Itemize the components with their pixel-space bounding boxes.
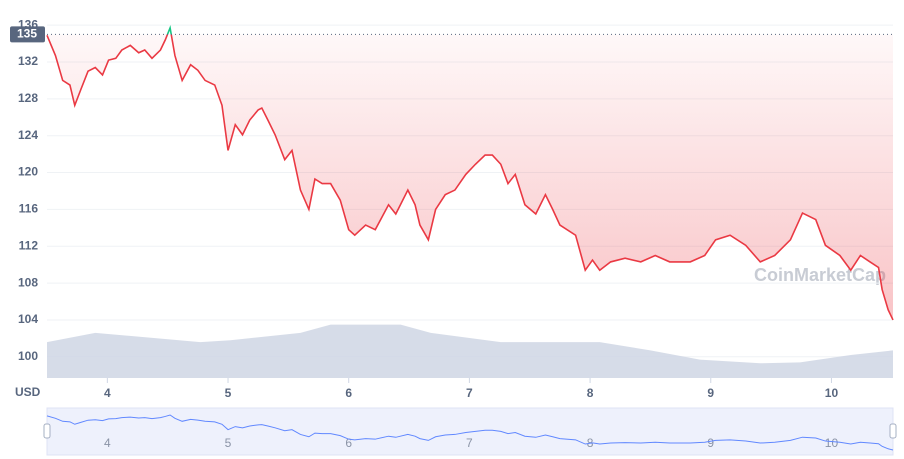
- currency-label: USD: [15, 385, 41, 399]
- y-tick-label: 120: [18, 165, 38, 179]
- y-tick-label: 100: [18, 349, 38, 363]
- reference-label-box: [10, 26, 45, 43]
- y-tick-label: 108: [18, 275, 38, 289]
- x-tick-label: 6: [345, 386, 352, 400]
- x-tick-label: 8: [587, 386, 594, 400]
- navigator-line: [46, 414, 894, 451]
- watermark: CoinMarketCap: [754, 265, 886, 285]
- price-area: [47, 34, 893, 320]
- x-tick-label: 7: [466, 386, 473, 400]
- y-tick-label: 104: [18, 312, 38, 326]
- x-tick-label: 9: [707, 386, 714, 400]
- y-tick-label: 116: [19, 202, 39, 216]
- navigator-tick-label: 7: [466, 436, 473, 450]
- y-tick-label: 128: [18, 91, 38, 105]
- y-tick-label: 132: [18, 54, 38, 68]
- navigator-tick-label: 4: [104, 436, 111, 450]
- y-tick-label: 112: [19, 238, 39, 252]
- y-tick-label: 124: [18, 128, 38, 142]
- reference-label: 135: [17, 27, 37, 41]
- price-line: [46, 34, 894, 321]
- navigator-handle[interactable]: [43, 423, 51, 439]
- navigator-tick-label: 6: [345, 436, 352, 450]
- navigator: [46, 407, 894, 456]
- navigator-tick-label: 5: [225, 436, 232, 450]
- navigator-tick-label: 9: [707, 436, 714, 450]
- x-tick-label: 5: [225, 386, 232, 400]
- navigator-handle[interactable]: [889, 423, 897, 439]
- x-tick-label: 10: [825, 386, 839, 400]
- x-tick-label: 4: [104, 386, 111, 400]
- volume-area: [47, 324, 893, 378]
- navigator-tick-label: 10: [825, 436, 839, 450]
